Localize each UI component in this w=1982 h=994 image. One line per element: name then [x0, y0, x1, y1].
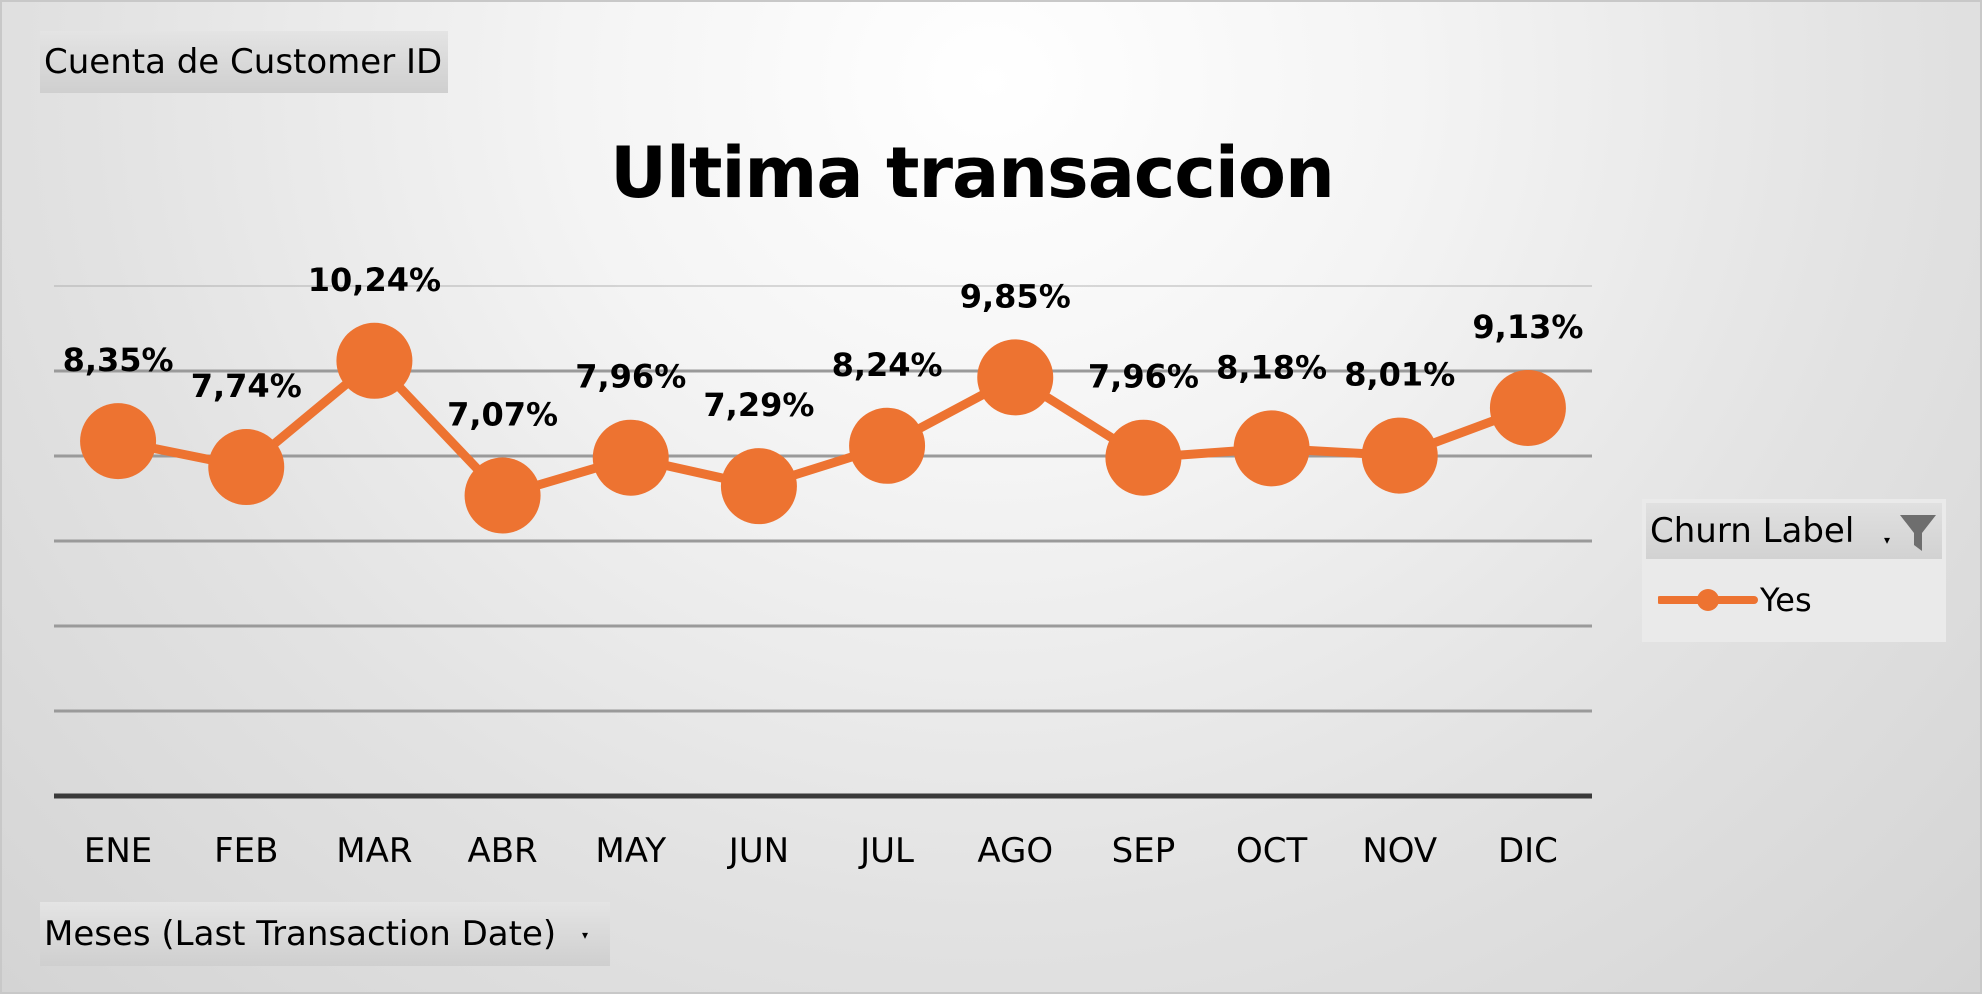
axis-field-button[interactable]: Meses (Last Transaction Date) ▾: [40, 902, 610, 966]
data-label: 9,85%: [960, 277, 1071, 315]
x-tick-label: AGO: [977, 831, 1053, 871]
x-tick-label: NOV: [1362, 831, 1437, 871]
legend-entry: Yes: [1658, 581, 1812, 619]
data-point: [208, 429, 285, 506]
data-label: 8,01%: [1344, 356, 1455, 394]
data-point: [336, 322, 413, 399]
legend-line-marker-icon: [1658, 589, 1758, 611]
x-tick-label: FEB: [214, 831, 278, 871]
x-tick-label: SEP: [1112, 831, 1176, 871]
legend-field-button[interactable]: Churn Label ▾: [1646, 503, 1942, 559]
x-tick-label: ABR: [467, 831, 537, 871]
x-tick-label: JUN: [727, 831, 789, 871]
axis-field-label: Meses (Last Transaction Date): [44, 914, 557, 954]
legend-field-label: Churn Label: [1650, 511, 1855, 551]
x-tick-label: ENE: [84, 831, 152, 871]
legend: Churn Label ▾ Yes: [1642, 499, 1946, 642]
x-tick-label: MAY: [595, 831, 666, 871]
values-field-button[interactable]: Cuenta de Customer ID: [40, 31, 448, 93]
x-tick-label: JUL: [858, 831, 914, 871]
data-label: 7,07%: [447, 396, 558, 434]
data-point: [1105, 419, 1182, 496]
data-label: 7,96%: [575, 358, 686, 396]
data-point: [1233, 410, 1310, 487]
dropdown-arrow-icon[interactable]: ▾: [581, 928, 588, 942]
data-point: [849, 407, 926, 484]
data-label: 7,74%: [191, 367, 302, 405]
dropdown-arrow-icon[interactable]: ▾: [1884, 533, 1891, 547]
data-label: 8,35%: [63, 341, 174, 379]
legend-series-name: Yes: [1760, 581, 1812, 619]
x-tick-label: DIC: [1498, 831, 1558, 871]
x-tick-label: OCT: [1236, 831, 1308, 871]
values-field-label: Cuenta de Customer ID: [44, 42, 443, 82]
data-point: [1489, 369, 1566, 446]
data-label: 8,24%: [832, 346, 943, 384]
chart-title: Ultima transaccion: [610, 132, 1335, 214]
data-point: [80, 403, 157, 480]
data-label: 7,96%: [1088, 358, 1199, 396]
data-point: [720, 448, 797, 525]
x-tick-label: MAR: [336, 831, 412, 871]
data-point: [1361, 417, 1438, 494]
data-label: 8,18%: [1216, 348, 1327, 386]
data-point: [977, 339, 1054, 416]
filter-icon[interactable]: [1898, 511, 1938, 555]
data-point: [464, 457, 541, 534]
data-point: [592, 419, 669, 496]
data-label: 7,29%: [703, 386, 814, 424]
data-label: 9,13%: [1472, 308, 1583, 346]
data-label: 10,24%: [308, 261, 441, 299]
